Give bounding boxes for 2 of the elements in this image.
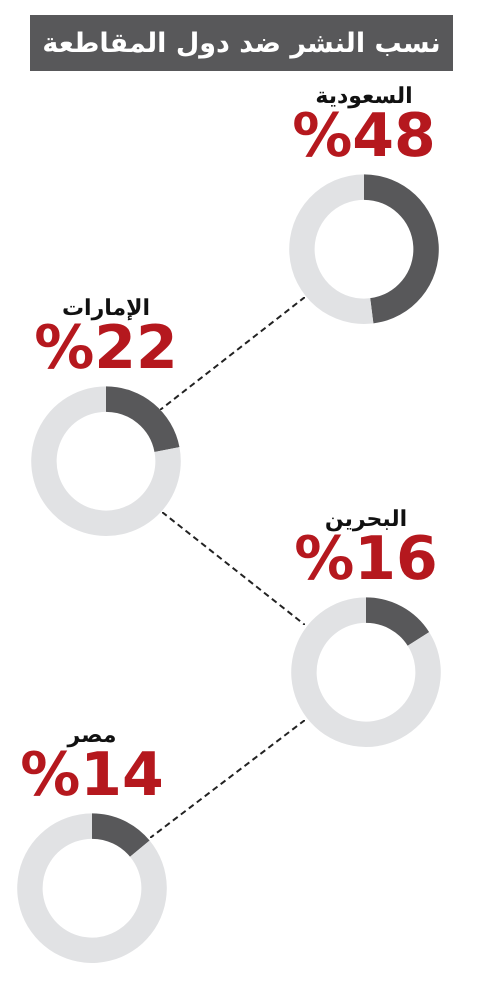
- text: نسب النشر ضد دول المقاطعة: [30, 15, 453, 71]
- chart-title: مصر: [66, 722, 116, 748]
